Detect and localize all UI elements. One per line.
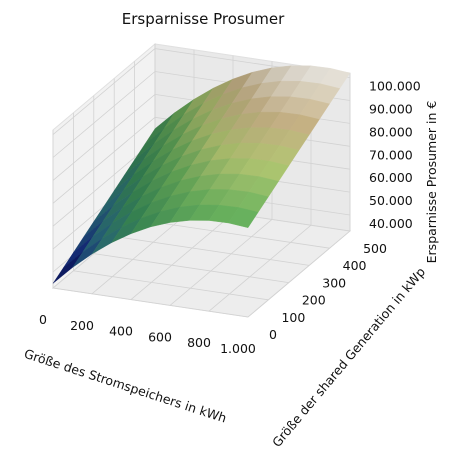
z-tick-label: 100.000 — [369, 79, 421, 94]
chart-title: Ersparnisse Prosumer — [122, 10, 285, 28]
z-tick-label: 50.000 — [369, 193, 413, 208]
y-axis-label: Größe der shared Generation in kWp — [269, 264, 428, 450]
x-tick-label: 800 — [187, 335, 211, 350]
y-grid-line — [93, 95, 289, 283]
x-tick-label: 400 — [109, 324, 133, 339]
x-tick-label: 1.000 — [220, 341, 256, 356]
y-tick-label: 0 — [269, 327, 277, 342]
y-grid-line — [73, 112, 269, 301]
z-axis-label: Ersparnisse Prosumer in € — [424, 101, 439, 264]
y-grid-line — [52, 130, 249, 318]
y-tick-label: 400 — [343, 258, 367, 273]
y-tick-label: 300 — [322, 275, 346, 290]
y-tick-label: 500 — [363, 241, 387, 256]
z-tick-label: 70.000 — [369, 147, 413, 162]
surface-patch — [228, 207, 259, 228]
z-tick-label: 90.000 — [369, 102, 413, 117]
z-tick-label: 60.000 — [369, 170, 413, 185]
x-axis-label: Größe des Stromspeichers in kWh — [22, 346, 228, 426]
tick-labels: 0 200 400 600 800 1.000 0 100 200 300 400 500 40.000… — [39, 79, 421, 356]
z-tick-label: 80.000 — [369, 124, 413, 139]
x-tick-label: 200 — [70, 318, 94, 333]
x-tick-label: 0 — [39, 312, 47, 327]
y-tick-label: 200 — [302, 293, 326, 308]
y-tick-label: 100 — [281, 310, 305, 325]
x-tick-label: 600 — [148, 329, 172, 344]
z-tick-label: 40.000 — [369, 216, 413, 231]
surface — [52, 65, 351, 284]
